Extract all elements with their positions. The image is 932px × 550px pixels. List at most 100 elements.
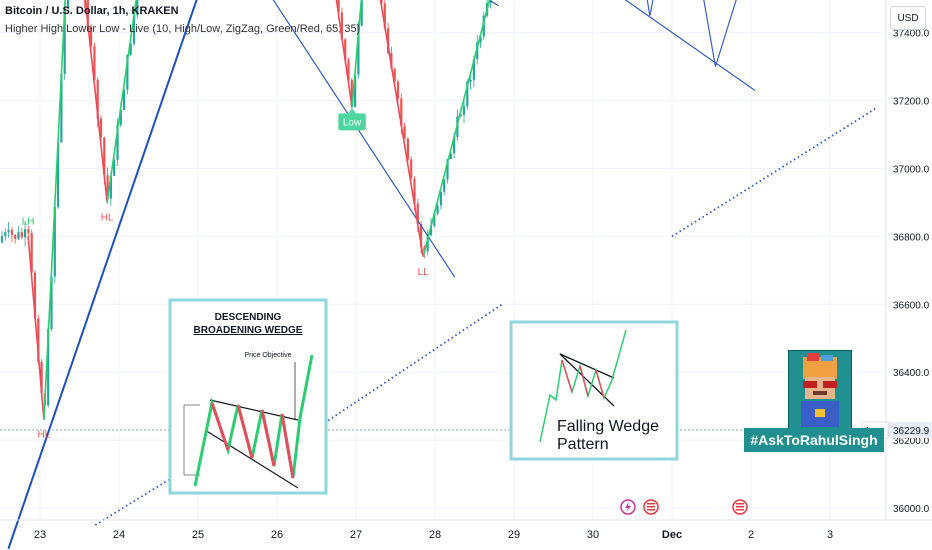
candle (30, 233, 33, 273)
candle (396, 81, 400, 99)
dotted-trendline (671, 106, 878, 238)
candle (449, 153, 452, 160)
projection-path (646, 0, 737, 67)
inset-right-frame (509, 320, 679, 461)
candle (443, 179, 446, 192)
candle (420, 223, 423, 248)
candle (426, 235, 429, 252)
candle (429, 225, 433, 236)
candle (4, 232, 7, 237)
trendline (488, 0, 499, 7)
trendlines-layer (7, 0, 878, 550)
y-tick-label: 36400.0 (893, 368, 930, 379)
candle (436, 205, 439, 214)
inset-left-objective: Price Objective (244, 352, 291, 359)
candle (466, 81, 469, 107)
candle (453, 137, 456, 154)
candle (60, 73, 63, 143)
candle (340, 12, 343, 40)
candle (17, 232, 20, 239)
candle (129, 43, 132, 55)
candle (119, 109, 122, 125)
candle (103, 137, 106, 176)
currency-button[interactable]: USD (890, 6, 926, 30)
x-tick-label: Dec (662, 529, 682, 541)
inset-left-title-1: DESCENDING (215, 312, 282, 323)
zigzag-layer (27, 0, 491, 420)
candle (90, 27, 93, 47)
y-tick-label: 36600.0 (893, 300, 930, 311)
y-tick-label: 37200.0 (893, 97, 930, 108)
indicator-legend[interactable]: Higher High Lower Low - Live (10, High/L… (5, 23, 361, 35)
candle (106, 175, 109, 199)
chart-title: Bitcoin / U.S. Dollar, 1h, KRAKEN (5, 5, 179, 17)
pivot-label-box (338, 113, 366, 131)
candle (33, 272, 37, 319)
candle (14, 234, 17, 239)
zigzag-segment (106, 0, 138, 203)
candle (57, 142, 60, 207)
trendline (272, 0, 456, 278)
candle (400, 98, 403, 126)
candle (123, 89, 126, 110)
x-tick-label: 3 (827, 529, 833, 541)
inset-left-frame (168, 298, 328, 495)
y-tick-label: 37400.0 (893, 29, 930, 40)
candle (53, 206, 56, 277)
x-tick-label: 28 (429, 529, 441, 541)
low-price-tag (888, 421, 932, 438)
pivot-labels-layer: LHHLHighHLHHHLLHHLLHLowLHLLHighHLLH (22, 108, 429, 441)
time-axis-layer: 23 24 25 26 27 28 29 30 Dec 2 3 (0, 519, 932, 541)
zigzag-segment (351, 0, 363, 108)
hashtag-banner: #AskToRahulSingh (744, 428, 884, 452)
event-icons-layer (620, 499, 748, 515)
y-tick-label: 37000.0 (893, 165, 930, 176)
x-tick-label: 29 (508, 529, 520, 541)
candle (126, 54, 129, 90)
candle (462, 106, 466, 115)
dotted-trendline (323, 303, 503, 424)
candle (354, 74, 357, 107)
candle (86, 0, 89, 28)
candle (350, 79, 353, 107)
candle (413, 178, 416, 204)
candle (433, 213, 436, 226)
projection-layer (646, 0, 737, 67)
x-tick-label: 2 (748, 529, 754, 541)
candle (469, 79, 472, 82)
x-tick-label: 27 (350, 529, 362, 541)
candle (403, 125, 406, 139)
candle (416, 203, 419, 224)
candle (47, 328, 50, 406)
candle (439, 191, 442, 206)
inset-left-title-2: BROADENING WEDGE (194, 325, 303, 336)
x-tick-label: 25 (192, 529, 204, 541)
candle (482, 15, 485, 37)
candle (459, 114, 462, 117)
candle (66, 0, 70, 9)
candle (347, 59, 350, 80)
candle (472, 59, 475, 80)
broadening-wedge-inset: DESCENDING BROADENING WEDGE Price Object… (168, 298, 328, 495)
candle (99, 118, 103, 138)
candle (24, 229, 27, 238)
candle (410, 159, 413, 179)
candle (136, 0, 139, 16)
candle (383, 3, 386, 29)
candle (360, 0, 363, 26)
grid-layer (0, 0, 886, 520)
zigzag-segment (335, 0, 353, 108)
zigzag-segment (379, 0, 424, 257)
zigzag-segment (84, 0, 108, 203)
y-tick-label: 36800.0 (893, 232, 930, 243)
candle (357, 25, 360, 75)
candle (489, 0, 492, 3)
inset-right-text-1: Falling Wedge (557, 418, 659, 435)
candle (10, 229, 13, 235)
falling-wedge-inset: Falling Wedge Pattern (509, 320, 679, 461)
zigzag-segment (43, 0, 66, 420)
candle (93, 46, 96, 80)
candle (387, 28, 390, 54)
